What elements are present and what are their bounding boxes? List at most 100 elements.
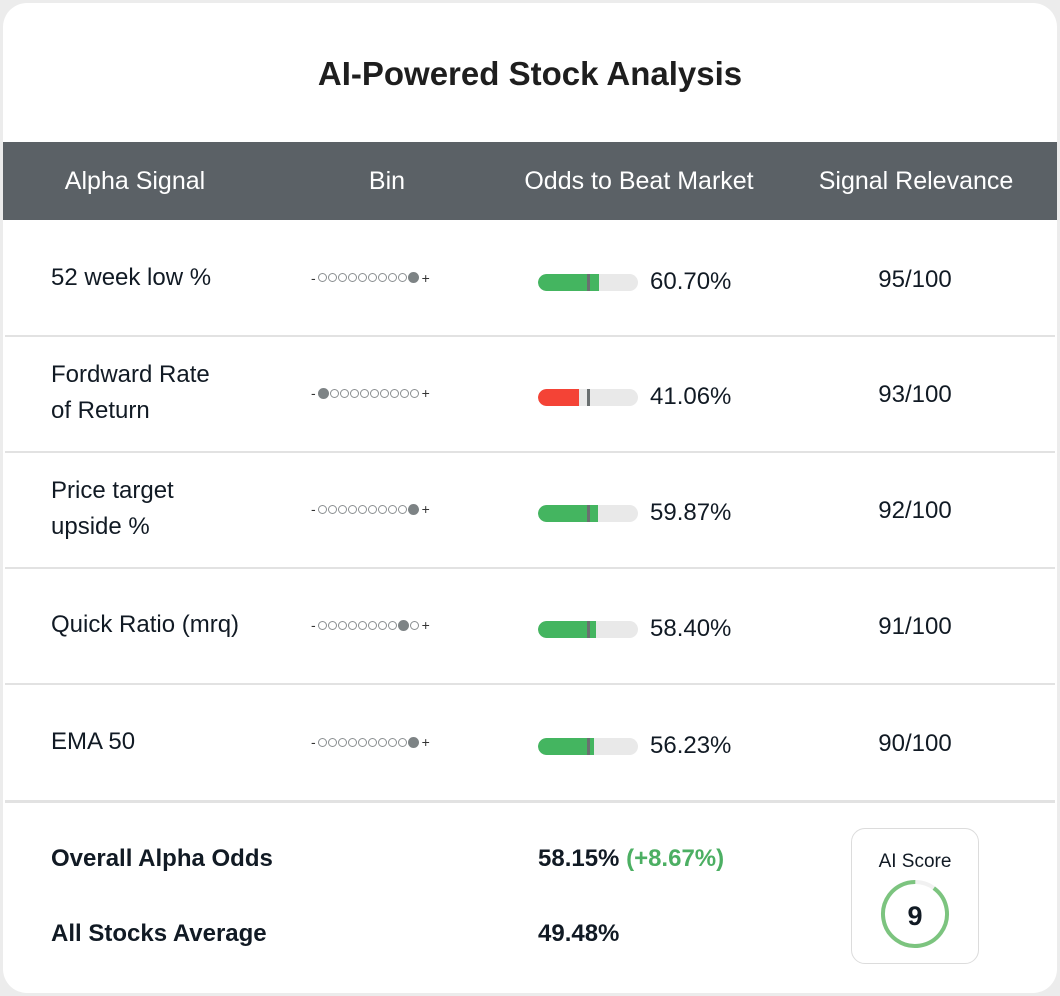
odds-value: 58.40% bbox=[650, 615, 732, 642]
bin-dot bbox=[318, 737, 328, 747]
bin-dot bbox=[378, 737, 388, 747]
bin-dot bbox=[358, 504, 368, 514]
odds-bar-midpoint bbox=[587, 273, 590, 291]
signal-relevance: 93/100 bbox=[878, 381, 952, 408]
bin-dot-active bbox=[408, 736, 420, 748]
bin-dot bbox=[348, 620, 358, 630]
bin-minus: - bbox=[311, 385, 316, 401]
overall-delta: (+8.67%) bbox=[626, 845, 725, 872]
table-row: EMA 50 - + 56.23% 90/100 bbox=[5, 685, 1055, 803]
bin-dot bbox=[328, 273, 338, 282]
bin-dot bbox=[388, 737, 398, 747]
score-ring-icon bbox=[881, 880, 949, 948]
odds-bar bbox=[538, 273, 638, 291]
overall-alpha-odds-label: Overall Alpha Odds bbox=[51, 845, 273, 872]
bin-dot bbox=[410, 620, 420, 630]
bin-dot bbox=[318, 504, 328, 514]
bin-dot bbox=[398, 504, 408, 514]
odds-bar-fill bbox=[538, 505, 598, 522]
odds-bar-fill bbox=[538, 389, 580, 406]
bin-dot bbox=[328, 504, 338, 514]
ai-score-label: AI Score bbox=[878, 851, 952, 872]
odds-bar bbox=[538, 621, 638, 638]
bin-plus: + bbox=[421, 269, 430, 286]
bin-dot-active bbox=[408, 503, 420, 515]
odds-bar-fill bbox=[538, 738, 595, 755]
bin-dot bbox=[328, 620, 338, 630]
bin-dot bbox=[338, 273, 348, 282]
table-row: 52 week low % - + 60.70% 95/100 bbox=[5, 222, 1055, 337]
bin-dot bbox=[360, 388, 370, 398]
bin-dot bbox=[368, 504, 378, 514]
bin-dot bbox=[318, 620, 328, 630]
bin-dot bbox=[340, 388, 350, 398]
odds-bar-midpoint bbox=[587, 505, 590, 522]
bin-minus: - bbox=[311, 269, 316, 286]
signal-relevance: 92/100 bbox=[878, 497, 952, 524]
table-header: Alpha Signal Bin Odds to Beat Market Sig… bbox=[3, 142, 1057, 220]
bin-dot bbox=[348, 504, 358, 514]
table-row: Quick Ratio (mrq) - + 58.40% 91/100 bbox=[5, 569, 1055, 685]
bin-minus: - bbox=[311, 734, 316, 750]
bin-dot bbox=[388, 273, 398, 282]
bin-dot bbox=[410, 388, 420, 398]
odds-bar bbox=[538, 505, 638, 522]
odds-bar-midpoint bbox=[587, 621, 590, 638]
signal-line-1: Fordward Rate bbox=[51, 361, 210, 388]
bin-dot bbox=[400, 388, 410, 398]
alpha-signal-name: EMA 50 bbox=[51, 724, 135, 760]
signal-line-1: Quick Ratio (mrq) bbox=[51, 611, 240, 638]
overall-alpha-odds-value: 58.15% (+8.67%) bbox=[538, 845, 724, 873]
signal-line-2: upside % bbox=[51, 513, 150, 540]
bin-plus: + bbox=[421, 617, 430, 633]
all-stocks-average-value: 49.48% bbox=[538, 920, 620, 947]
bin-dot bbox=[358, 273, 368, 282]
bin-dot bbox=[350, 388, 360, 398]
signal-relevance: 95/100 bbox=[878, 265, 952, 293]
bin-dot bbox=[330, 388, 340, 398]
column-header-alpha-signal: Alpha Signal bbox=[64, 167, 206, 195]
signal-line-1: EMA 50 bbox=[51, 728, 136, 755]
bin-dot bbox=[388, 504, 398, 514]
alpha-signal-name: Fordward Rate of Return bbox=[51, 357, 210, 429]
bin-dot bbox=[368, 273, 378, 282]
bin-indicator: - + bbox=[309, 268, 432, 288]
bin-dot bbox=[318, 273, 328, 282]
bin-indicator: - + bbox=[309, 383, 432, 403]
bin-indicator: - + bbox=[309, 499, 432, 519]
odds-bar bbox=[538, 738, 638, 755]
row-divider bbox=[5, 335, 1055, 337]
bin-plus: + bbox=[421, 734, 430, 750]
bin-dot bbox=[398, 737, 408, 747]
bin-dot bbox=[338, 620, 348, 630]
row-divider bbox=[5, 451, 1055, 453]
signal-relevance: 90/100 bbox=[878, 730, 952, 757]
alpha-signal-name: 52 week low % bbox=[51, 260, 211, 296]
odds-bar-midpoint bbox=[587, 389, 590, 406]
bin-dot bbox=[338, 504, 348, 514]
bin-dot bbox=[328, 737, 338, 747]
signal-relevance: 91/100 bbox=[878, 613, 952, 640]
bin-minus: - bbox=[311, 617, 316, 633]
stock-analysis-card: AI-Powered Stock Analysis Alpha Signal B… bbox=[3, 3, 1057, 993]
bin-dot bbox=[358, 620, 368, 630]
bin-minus: - bbox=[311, 501, 316, 517]
odds-value: 41.06% bbox=[650, 383, 732, 410]
signal-line-1: Price target bbox=[51, 477, 174, 504]
bin-dot bbox=[348, 737, 358, 747]
bin-dot bbox=[390, 388, 400, 398]
bin-dot bbox=[398, 273, 408, 282]
bin-dot-active bbox=[318, 387, 330, 399]
odds-bar-midpoint bbox=[587, 738, 590, 755]
row-divider bbox=[5, 567, 1055, 569]
odds-bar bbox=[538, 389, 638, 406]
row-divider bbox=[5, 683, 1055, 685]
bin-dot-active bbox=[408, 272, 420, 283]
bin-dot bbox=[370, 388, 380, 398]
column-header-relevance: Signal Relevance bbox=[818, 167, 1014, 195]
odds-bar-fill bbox=[538, 273, 599, 291]
signal-line-2: of Return bbox=[51, 397, 150, 424]
bin-dot bbox=[378, 620, 388, 630]
odds-value: 56.23% bbox=[650, 732, 732, 759]
bin-dot bbox=[388, 620, 398, 630]
